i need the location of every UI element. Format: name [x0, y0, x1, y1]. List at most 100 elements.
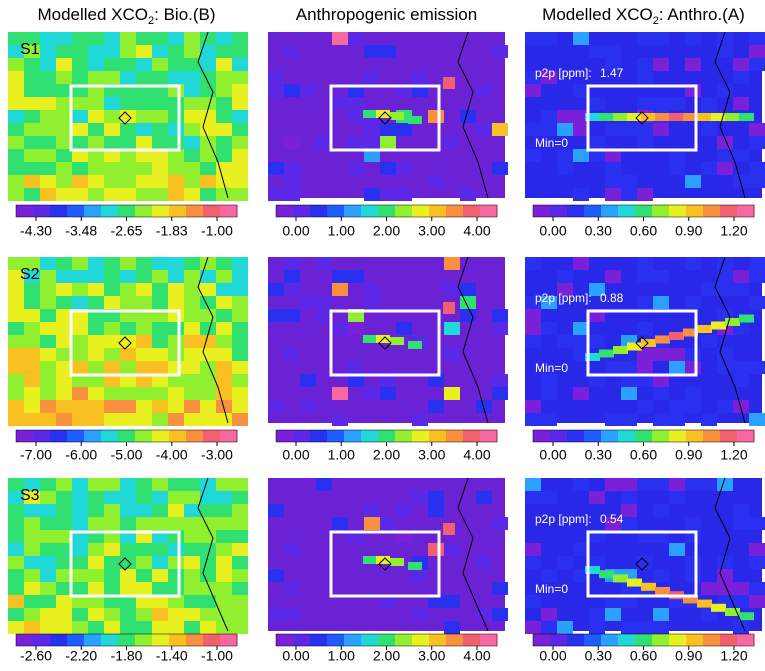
plume-cell — [655, 113, 670, 121]
map-cell — [749, 413, 765, 426]
map-cell — [120, 491, 136, 504]
scenario-label: S1 — [20, 41, 40, 58]
map-cell — [232, 175, 248, 188]
map-cell — [104, 296, 120, 309]
map-cell — [40, 517, 56, 530]
map-cell — [40, 530, 56, 543]
colorbar-segment — [169, 205, 187, 217]
study-box — [329, 530, 441, 598]
map-cell — [120, 322, 136, 335]
map-cell — [268, 71, 284, 84]
map-cell — [637, 136, 653, 149]
map-cell — [541, 322, 557, 335]
map-cell — [72, 413, 88, 426]
map-cell — [637, 71, 653, 84]
map-cell — [136, 283, 152, 296]
map-cell — [120, 361, 136, 374]
map-cell — [200, 556, 216, 569]
map-cell — [232, 162, 248, 175]
map-cell — [216, 32, 232, 45]
map-cell — [8, 556, 24, 569]
map-cell — [88, 162, 104, 175]
map-cell — [749, 162, 765, 175]
map-cell — [300, 84, 316, 97]
map-cell — [168, 45, 184, 58]
map-cell — [72, 478, 88, 491]
map-cell — [717, 270, 733, 283]
map-cell — [136, 110, 152, 123]
map-cell — [669, 149, 685, 162]
map-cell — [56, 517, 72, 530]
map-cell — [717, 45, 733, 58]
map-cell — [8, 149, 24, 162]
coastline — [714, 256, 746, 424]
emission-cell — [443, 523, 455, 535]
map-cell — [8, 569, 24, 582]
map-cell — [380, 387, 396, 400]
plume-cell — [683, 113, 698, 121]
map-cell — [152, 504, 168, 517]
map-cell — [380, 374, 396, 387]
map-cell — [136, 543, 152, 556]
plume-cell — [739, 113, 754, 121]
map-cell — [685, 556, 701, 569]
map-cell — [8, 348, 24, 361]
map-cell — [749, 32, 765, 45]
plume-cell — [683, 595, 698, 604]
colorbar-segment — [395, 205, 413, 217]
map-cell — [525, 322, 541, 335]
map-cell — [120, 188, 136, 201]
map-cell — [348, 136, 364, 149]
map-cell — [136, 569, 152, 582]
map-cell — [232, 595, 248, 608]
map-cell — [232, 556, 248, 569]
map-cell — [685, 361, 701, 374]
map-cell — [152, 110, 168, 123]
map-cell — [200, 84, 216, 97]
map-cell — [749, 582, 765, 595]
map-cell — [168, 296, 184, 309]
map-cell — [8, 595, 24, 608]
emission-cell — [443, 77, 455, 89]
map-cell — [541, 296, 557, 309]
map-cell — [24, 123, 40, 136]
map-cell — [216, 582, 232, 595]
colorbar-segment — [84, 634, 102, 646]
map-cell — [653, 478, 669, 491]
map-cell — [56, 582, 72, 595]
map-cell — [40, 556, 56, 569]
map-cell — [653, 97, 669, 110]
colorbar-segment — [550, 430, 568, 442]
map-cell — [428, 504, 444, 517]
map-cell — [200, 32, 216, 45]
map-cell — [72, 387, 88, 400]
map-cell — [184, 556, 200, 569]
map-cell — [88, 517, 104, 530]
colorbar-segment — [344, 430, 362, 442]
map-cell — [120, 283, 136, 296]
map-cell — [104, 322, 120, 335]
map-cell — [88, 621, 104, 634]
map-cell — [200, 348, 216, 361]
study-box — [586, 309, 698, 377]
map-cell — [364, 504, 380, 517]
map-cell — [232, 322, 248, 335]
map-cell — [184, 387, 200, 400]
map-cell — [40, 348, 56, 361]
map-cell — [120, 296, 136, 309]
map-cell — [653, 348, 669, 361]
map-cell — [24, 374, 40, 387]
map-cell — [348, 32, 364, 45]
colorbar-segment — [169, 634, 187, 646]
map-cell — [316, 296, 332, 309]
map-cell — [184, 595, 200, 608]
map-cell — [152, 58, 168, 71]
map-cell — [589, 283, 605, 296]
map-cell — [200, 569, 216, 582]
map-cell — [88, 71, 104, 84]
colorbar-tick-label: 0.00 — [282, 447, 309, 463]
map-cell — [541, 413, 557, 426]
map-cell — [589, 621, 605, 634]
map-cell — [88, 283, 104, 296]
map-cell — [168, 400, 184, 413]
